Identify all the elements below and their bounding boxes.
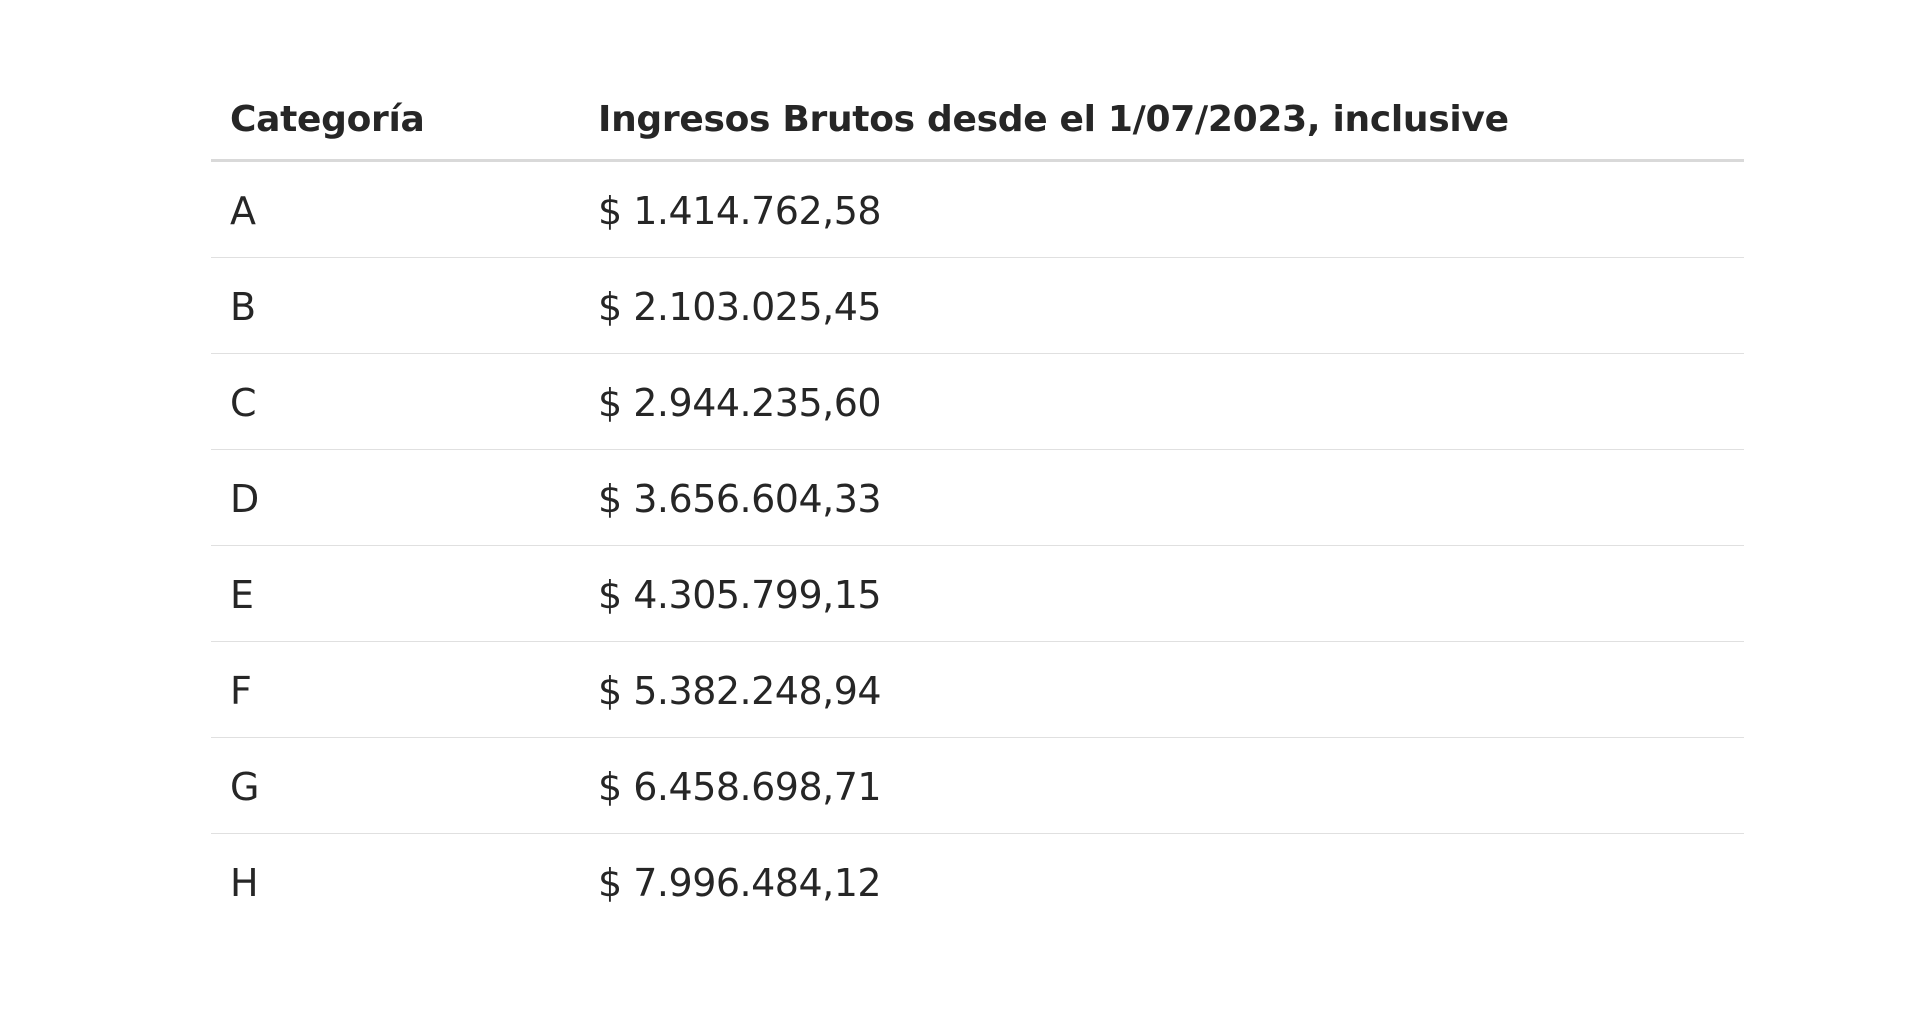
table-row: A $ 1.414.762,58 (211, 162, 1744, 258)
income-table: Categoría Ingresos Brutos desde el 1/07/… (211, 76, 1744, 930)
table-row: H $ 7.996.484,12 (211, 834, 1744, 930)
table-row: E $ 4.305.799,15 (211, 546, 1744, 642)
income-cell: $ 3.656.604,33 (598, 476, 882, 521)
income-cell: $ 7.996.484,12 (598, 861, 882, 905)
category-cell: A (230, 188, 256, 233)
category-cell: G (230, 764, 259, 809)
income-cell: $ 1.414.762,58 (598, 188, 882, 233)
income-cell: $ 4.305.799,15 (598, 572, 882, 617)
table-row: G $ 6.458.698,71 (211, 738, 1744, 834)
table-row: C $ 2.944.235,60 (211, 354, 1744, 450)
income-cell: $ 5.382.248,94 (598, 668, 882, 713)
category-cell: E (230, 572, 254, 617)
header-category: Categoría (230, 99, 425, 140)
income-cell: $ 2.944.235,60 (598, 380, 882, 425)
table-header-row: Categoría Ingresos Brutos desde el 1/07/… (211, 76, 1744, 162)
category-cell: F (230, 668, 252, 713)
table-row: B $ 2.103.025,45 (211, 258, 1744, 354)
category-cell: H (230, 861, 259, 905)
category-cell: C (230, 380, 257, 425)
header-income: Ingresos Brutos desde el 1/07/2023, incl… (598, 99, 1509, 140)
category-cell: B (230, 284, 256, 329)
income-cell: $ 6.458.698,71 (598, 764, 882, 809)
income-cell: $ 2.103.025,45 (598, 284, 882, 329)
category-cell: D (230, 476, 259, 521)
table-row: F $ 5.382.248,94 (211, 642, 1744, 738)
table-row: D $ 3.656.604,33 (211, 450, 1744, 546)
